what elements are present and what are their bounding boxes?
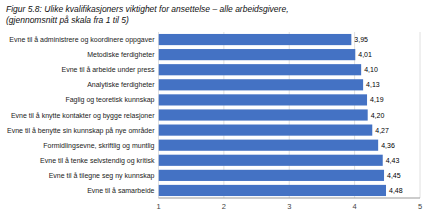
x-tick-label: 1 — [156, 202, 160, 211]
category-label: Evne til å knytte kontakter og bygge rel… — [11, 112, 155, 120]
bar — [158, 140, 378, 151]
bar — [158, 185, 386, 196]
x-tick-label: 5 — [418, 202, 422, 211]
chart: Figur 5.8: Ulike kvalifikasjoners viktig… — [0, 0, 437, 219]
data-label: 4,19 — [370, 96, 384, 103]
data-label: 4,43 — [386, 157, 400, 164]
grid-line — [420, 32, 421, 198]
x-tick-label: 4 — [353, 202, 357, 211]
bar — [158, 109, 367, 120]
category-label: Formidlingsevne, skriftlig og muntlig — [43, 142, 154, 150]
data-label: 4,13 — [366, 81, 380, 88]
bar — [158, 170, 384, 181]
data-label: 4,10 — [364, 66, 378, 73]
category-label: Evne til å benytte sin kunnskap på nye o… — [7, 127, 155, 135]
data-label: 4,36 — [381, 142, 395, 149]
category-label: Evne til å administrere og koordinere op… — [9, 36, 155, 44]
bar — [158, 94, 367, 105]
bar — [158, 79, 363, 90]
bar — [158, 125, 372, 136]
x-tick-label: 2 — [222, 202, 226, 211]
page: {"chart_data": {"type": "bar", "orientat… — [0, 0, 437, 219]
category-label: Metodiske ferdigheter — [87, 51, 155, 59]
subtitle: (gjennomsnitt på skala fra 1 til 5) — [6, 15, 129, 25]
category-label: Evne til å samarbeide — [87, 187, 154, 194]
data-label: 4,27 — [375, 127, 389, 134]
chart-container: Figur 5.8: Ulike kvalifikasjoners viktig… — [0, 0, 437, 219]
data-label: 3,95 — [354, 36, 368, 43]
x-axis: 1 2 3 4 5 — [156, 198, 422, 211]
data-labels: 3,95 4,01 4,10 4,13 4,19 4,20 4,27 4,36 4,43 4,45… — [354, 36, 402, 194]
bar — [158, 64, 361, 75]
data-label: 4,20 — [371, 112, 385, 119]
bar — [158, 155, 382, 166]
category-label: Evne til å tilegne seg ny kunnskap — [49, 172, 155, 180]
bar — [158, 49, 355, 60]
data-label: 4,45 — [387, 172, 401, 179]
category-label: Faglig og teoretisk kunnskap — [65, 96, 154, 104]
category-label: Analytiske ferdigheter — [87, 81, 155, 89]
x-tick-label: 3 — [287, 202, 291, 211]
bar — [158, 34, 351, 45]
y-axis-labels: Evne til å administrere og koordinere op… — [7, 36, 155, 194]
data-label: 4,48 — [389, 187, 403, 194]
category-label: Evne til å arbeide under press — [61, 66, 154, 74]
title: Figur 5.8: Ulike kvalifikasjoners viktig… — [6, 4, 289, 14]
bars — [158, 34, 386, 196]
category-label: Evne til å tenke selvstendig og kritisk — [40, 157, 155, 165]
data-label: 4,01 — [358, 51, 372, 58]
grid — [158, 32, 420, 198]
x-axis-line — [158, 198, 420, 199]
